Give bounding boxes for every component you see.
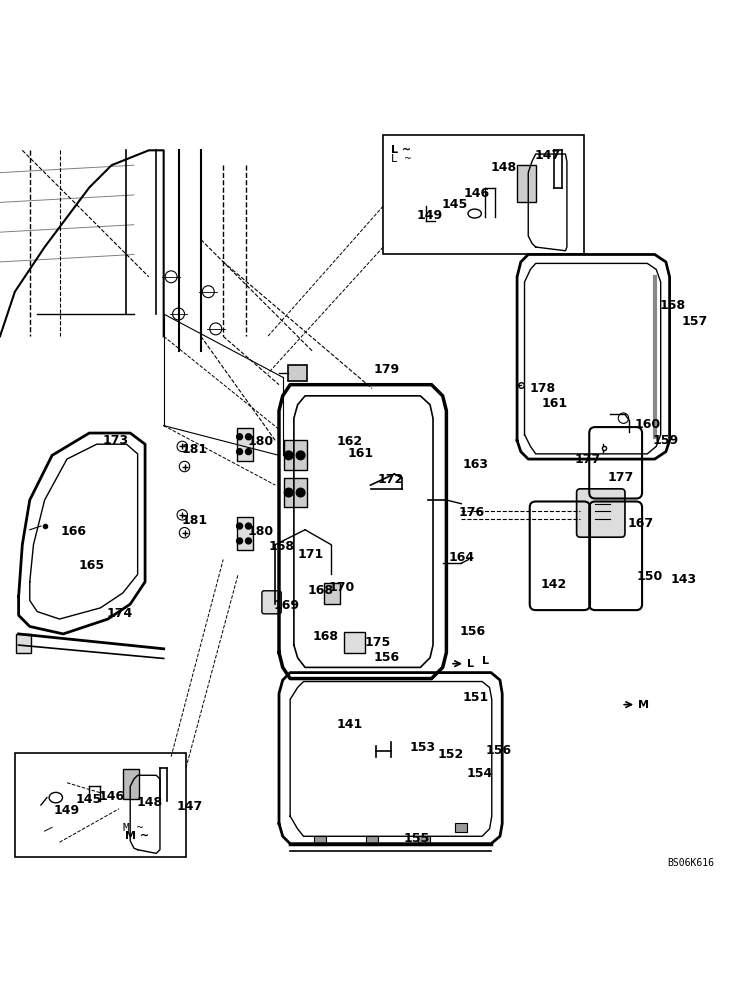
Text: 146: 146	[464, 187, 490, 200]
Bar	[16, 634, 31, 653]
Text: L ~: L ~	[391, 154, 411, 164]
Circle shape	[246, 449, 251, 455]
Text: 173: 173	[103, 434, 129, 447]
Text: M ~: M ~	[123, 823, 143, 833]
Bar	[288, 365, 307, 381]
Text: 153: 153	[410, 741, 436, 754]
Text: 180: 180	[248, 525, 274, 538]
Circle shape	[296, 451, 305, 460]
Text: 147: 147	[176, 800, 202, 813]
Text: 167: 167	[627, 517, 653, 530]
Bar	[123, 769, 139, 799]
Bar	[344, 632, 365, 653]
Text: 181: 181	[182, 514, 208, 527]
Text: 160: 160	[635, 418, 661, 431]
Text: L: L	[467, 659, 474, 669]
Text: 148: 148	[136, 796, 162, 809]
Bar	[314, 836, 326, 845]
Text: M: M	[638, 700, 650, 710]
Text: 179: 179	[373, 363, 400, 376]
Bar	[418, 836, 430, 845]
Text: 156: 156	[460, 625, 486, 638]
Text: M ~: M ~	[125, 831, 149, 841]
Text: 181: 181	[182, 443, 208, 456]
Text: 164: 164	[449, 551, 475, 564]
Text: 155: 155	[404, 832, 430, 845]
Text: 141: 141	[336, 718, 362, 731]
Text: 165: 165	[78, 559, 104, 572]
Text: 175: 175	[365, 636, 391, 649]
Text: 168: 168	[269, 540, 295, 553]
Text: 166: 166	[61, 525, 87, 538]
FancyBboxPatch shape	[577, 489, 625, 537]
Circle shape	[237, 523, 243, 529]
Text: BS06K616: BS06K616	[667, 858, 714, 868]
Text: 149: 149	[417, 209, 443, 222]
Text: 163: 163	[463, 458, 489, 471]
Text: 145: 145	[76, 793, 102, 806]
Circle shape	[284, 488, 293, 497]
Text: 156: 156	[373, 651, 400, 664]
Text: 143: 143	[670, 573, 696, 586]
Circle shape	[284, 451, 293, 460]
Text: 161: 161	[542, 397, 568, 410]
Text: 168: 168	[307, 584, 333, 597]
Circle shape	[246, 538, 251, 544]
Text: 156: 156	[485, 744, 511, 757]
Bar	[15, 753, 186, 857]
Text: 146: 146	[98, 790, 124, 803]
Bar	[237, 428, 253, 461]
Text: L: L	[482, 656, 489, 666]
Text: 162: 162	[336, 435, 362, 448]
Text: 169: 169	[274, 599, 300, 612]
Bar	[366, 836, 378, 845]
Text: 177: 177	[574, 453, 600, 466]
Text: 176: 176	[459, 506, 485, 519]
Text: 180: 180	[248, 435, 274, 448]
Text: 171: 171	[298, 548, 324, 561]
Text: 177: 177	[608, 471, 634, 484]
Text: 159: 159	[652, 434, 679, 447]
Bar	[237, 517, 253, 550]
Text: 158: 158	[660, 299, 686, 312]
Bar	[284, 478, 307, 507]
Bar	[324, 583, 340, 604]
FancyBboxPatch shape	[262, 591, 281, 614]
Text: 142: 142	[540, 578, 566, 591]
Text: 172: 172	[378, 473, 404, 486]
Text: 145: 145	[442, 198, 468, 211]
Text: 150: 150	[636, 570, 662, 583]
Text: L ~: L ~	[391, 145, 411, 155]
Text: 178: 178	[530, 382, 556, 395]
Circle shape	[237, 449, 243, 455]
Text: 152: 152	[437, 748, 464, 761]
Text: 174: 174	[106, 607, 132, 620]
Circle shape	[296, 488, 305, 497]
Circle shape	[246, 434, 251, 440]
Text: 148: 148	[491, 161, 517, 174]
Bar	[284, 440, 307, 470]
Text: 157: 157	[682, 315, 708, 328]
Circle shape	[246, 523, 251, 529]
Text: 168: 168	[312, 630, 339, 643]
Bar	[383, 135, 584, 254]
Text: 154: 154	[466, 767, 493, 780]
Bar	[455, 823, 467, 832]
Circle shape	[237, 434, 243, 440]
Bar	[517, 165, 536, 202]
Text: 147: 147	[534, 149, 560, 162]
Text: 151: 151	[463, 691, 489, 704]
Text: 170: 170	[329, 581, 355, 594]
Text: 161: 161	[347, 447, 373, 460]
Text: 149: 149	[54, 804, 80, 817]
Circle shape	[237, 538, 243, 544]
